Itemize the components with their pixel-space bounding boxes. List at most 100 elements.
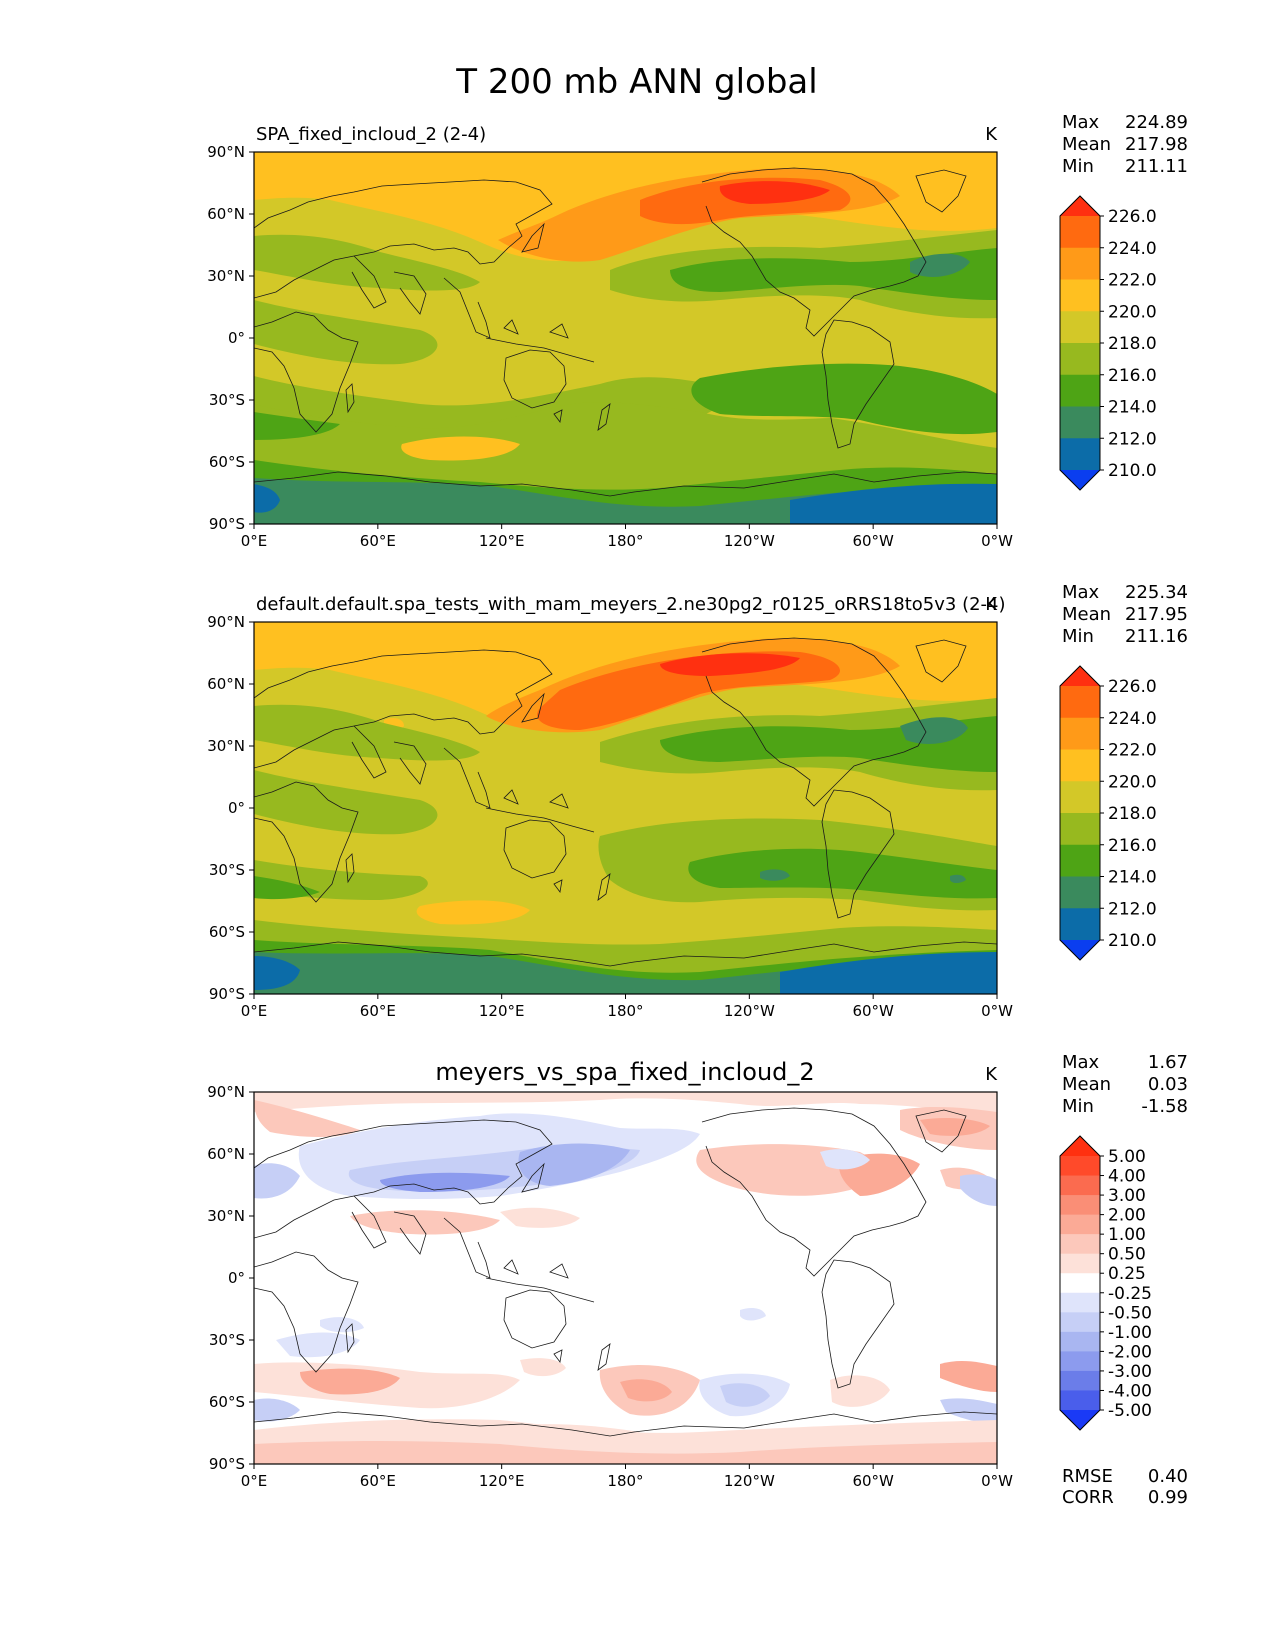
stat-label: Min [1062,1096,1094,1117]
colorbar-tick-label: 226.0 [1108,207,1157,227]
colorbar-tick-label: 212.0 [1108,429,1157,449]
colorbar-segment [1060,374,1100,407]
stats-2: Max 225.34 Mean 217.95 Min 211.16 [1062,582,1188,647]
stat-value: 224.89 [1125,112,1188,133]
panel-2-units: K [985,594,998,615]
colorbar-segment [1060,1351,1100,1372]
stat-value: 217.98 [1125,134,1188,155]
stat-value: 0.03 [1148,1074,1188,1095]
lat-tick-label: 60°N [207,675,245,693]
extra-stats-3: RMSE 0.40 CORR 0.99 [1062,1466,1188,1508]
panel-1: SPA_fixed_incloud_2 (2-4) K 90°N 60°N 30°N… [207,112,1188,550]
colorbar-tick-label: 224.0 [1108,709,1157,729]
lon-tick-label: 60°E [360,532,396,550]
lon-tick-label: 0°W [981,1002,1013,1020]
lat-axis-2: 90°N 60°N 30°N 0° 30°S 60°S 90°S [207,613,254,1003]
lon-tick-label: 180° [607,532,643,550]
colorbar-segment [1060,247,1100,280]
panel-1-title: SPA_fixed_incloud_2 (2-4) [256,124,486,145]
lat-tick-label: 90°N [207,143,245,161]
colorbar-tick-label: 222.0 [1108,741,1157,761]
lat-tick-label: 90°S [209,985,245,1003]
colorbar-tick-label: 224.0 [1108,239,1157,259]
lat-tick-label: 30°S [209,861,245,879]
stat-label: Max [1062,582,1100,603]
colorbar-segment [1060,908,1100,941]
stat-label: Max [1062,1052,1100,1073]
lat-tick-label: 90°S [209,515,245,533]
lon-tick-label: 60°W [852,532,894,550]
extra-stat-value: 0.99 [1148,1487,1188,1508]
colorbar-tick-label: 1.00 [1108,1225,1146,1245]
colorbar-segment [1060,1331,1100,1352]
colorbar-tick-label: -5.00 [1108,1401,1152,1421]
lon-axis-3: 0°E 60°E 120°E 180° 120°W 60°W 0°W [241,1464,1013,1490]
colorbar-tick-label: 210.0 [1108,461,1157,481]
colorbar-segment [1060,343,1100,376]
colorbar-segment [1060,1292,1100,1313]
colorbar-tick-label: 214.0 [1108,868,1157,888]
lat-tick-label: 60°S [209,453,245,471]
colorbar-segment [1060,1390,1100,1411]
colorbar-tick-label: 210.0 [1108,931,1157,951]
colorbar-segment [1060,1273,1100,1294]
lat-axis-1: 90°N 60°N 30°N 0° 30°S 60°S 90°S [207,143,254,533]
colorbar-1: 226.0 224.0 222.0 220.0 218.0 216.0 214.0 212.0… [1059,195,1157,491]
panel-2: default.default.spa_tests_with_mam_meyer… [207,582,1188,1020]
map-field-1 [254,152,997,524]
colorbar-extend-max [1060,666,1100,686]
colorbar-tick-label: 3.00 [1108,1186,1146,1206]
colorbar-segment [1060,1175,1100,1196]
colorbar-tick-label: 0.50 [1108,1245,1146,1265]
colorbar-extend-min [1060,1410,1100,1430]
colorbar-segment [1060,406,1100,439]
colorbar-tick-label: 222.0 [1108,271,1157,291]
lat-tick-label: 30°S [209,1331,245,1349]
stat-value: -1.58 [1141,1096,1188,1117]
stats-3: Max 1.67 Mean 0.03 Min -1.58 [1062,1052,1188,1117]
panel-1-units: K [985,124,998,145]
stat-label: Min [1062,156,1094,177]
lon-tick-label: 120°E [479,532,525,550]
colorbar-segment [1060,1195,1100,1216]
stat-value: 211.11 [1125,156,1188,177]
extra-stat-label: RMSE [1062,1466,1113,1487]
colorbar-tick-label: 212.0 [1108,899,1157,919]
lon-tick-label: 60°E [360,1002,396,1020]
colorbar-tick-label: 218.0 [1108,334,1157,354]
lon-tick-label: 120°W [724,532,775,550]
stat-label: Mean [1062,134,1111,155]
lat-tick-label: 90°N [207,1083,245,1101]
lat-tick-label: 30°N [207,737,245,755]
colorbar-extend-min [1060,470,1100,490]
colorbar-segment [1060,1234,1100,1255]
lat-tick-label: 30°S [209,391,245,409]
panel-3: meyers_vs_spa_fixed_incloud_2 K 90°N 60°N… [207,1052,1188,1508]
map-field-3 [254,1092,997,1464]
lon-tick-label: 180° [607,1472,643,1490]
lon-tick-label: 180° [607,1002,643,1020]
lon-tick-label: 0°E [241,532,268,550]
lat-tick-label: 0° [228,799,245,817]
lon-tick-label: 60°E [360,1472,396,1490]
colorbar-segment [1060,438,1100,471]
panel-2-title: default.default.spa_tests_with_mam_meyer… [256,594,1006,615]
colorbar-extend-max [1060,1136,1100,1156]
colorbar-segment [1060,311,1100,344]
lat-tick-label: 90°S [209,1455,245,1473]
lat-tick-label: 30°N [207,1207,245,1225]
stat-label: Mean [1062,604,1111,625]
lat-tick-label: 60°N [207,205,245,223]
colorbar-extend-max [1060,196,1100,216]
lon-tick-label: 60°W [852,1002,894,1020]
lon-tick-label: 0°W [981,532,1013,550]
panel-3-title: meyers_vs_spa_fixed_incloud_2 [435,1058,814,1086]
colorbar-segment [1060,1312,1100,1333]
stat-label: Mean [1062,1074,1111,1095]
lon-tick-label: 120°W [724,1472,775,1490]
lon-tick-label: 120°E [479,1002,525,1020]
colorbar-tick-label: 216.0 [1108,366,1157,386]
panel-3-units: K [985,1064,998,1085]
lat-tick-label: 60°S [209,1393,245,1411]
stat-value: 225.34 [1125,582,1188,603]
